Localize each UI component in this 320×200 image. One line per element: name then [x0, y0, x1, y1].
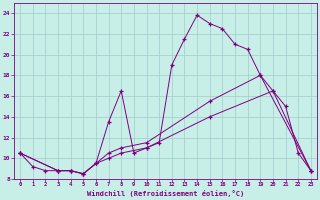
- X-axis label: Windchill (Refroidissement éolien,°C): Windchill (Refroidissement éolien,°C): [87, 190, 244, 197]
